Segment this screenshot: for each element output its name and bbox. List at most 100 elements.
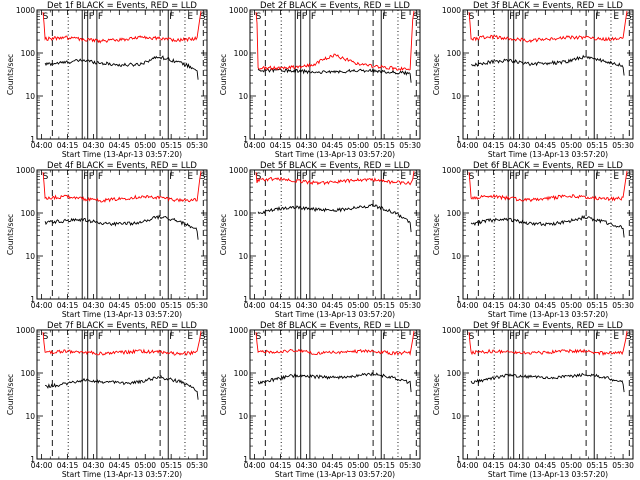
panel-title: Det 7f BLACK = Events, RED = LLD bbox=[47, 321, 197, 331]
y-tick-label: 100 bbox=[21, 49, 36, 58]
y-tick-label: 1000 bbox=[16, 6, 35, 15]
x-tick-label: 05:00 bbox=[560, 301, 582, 310]
series-events bbox=[257, 203, 412, 233]
x-tick-label: 04:45 bbox=[109, 301, 131, 310]
marker-s: S bbox=[256, 172, 262, 182]
panel-det-4: Det 4f BLACK = Events, RED = LLD 1 10 100 10… bbox=[6, 161, 208, 319]
marker-s: S bbox=[626, 172, 632, 182]
marker-e: E bbox=[187, 332, 193, 342]
marker-f: F bbox=[302, 172, 307, 182]
series-lld bbox=[468, 330, 628, 356]
x-tick-label: 05:15 bbox=[160, 141, 182, 150]
panel-title: Det 5f BLACK = Events, RED = LLD bbox=[260, 161, 410, 171]
marker-f: F bbox=[515, 332, 520, 342]
x-tick-label: 05:30 bbox=[612, 461, 634, 470]
marker-e: E bbox=[400, 332, 406, 342]
marker-f: F bbox=[509, 172, 514, 182]
x-tick-label: 04:15 bbox=[483, 301, 505, 310]
x-axis-title: Start Time (13-Apr-13 03:57:20) bbox=[488, 310, 608, 319]
marker-f: F bbox=[89, 332, 94, 342]
panel-det-3: Det 3f BLACK = Events, RED = LLD 1 10 100 10… bbox=[432, 1, 634, 159]
marker-f: F bbox=[98, 332, 103, 342]
panel-det-2: Det 2f BLACK = Events, RED = LLD 1 10 100 10… bbox=[219, 1, 421, 159]
y-axis-title: Counts/sec bbox=[432, 214, 441, 255]
x-tick-label: 05:30 bbox=[612, 301, 634, 310]
x-tick-label: 04:30 bbox=[83, 461, 105, 470]
marker-f: F bbox=[524, 172, 529, 182]
x-tick-label: 05:00 bbox=[347, 461, 369, 470]
y-tick-label: 1000 bbox=[229, 6, 248, 15]
x-tick-label: 04:45 bbox=[322, 461, 344, 470]
marker-e: E bbox=[400, 172, 406, 182]
panel-det-7: Det 7f BLACK = Events, RED = LLD 1 10 100 10… bbox=[6, 321, 208, 479]
series-events bbox=[257, 371, 412, 393]
plot-frame bbox=[249, 329, 421, 460]
marker-f: F bbox=[524, 332, 529, 342]
marker-f: F bbox=[89, 12, 94, 22]
y-tick-label: 1000 bbox=[442, 166, 461, 175]
series-events bbox=[44, 55, 199, 80]
x-tick-label: 04:15 bbox=[483, 461, 505, 470]
y-tick-label: 10 bbox=[238, 252, 248, 261]
marker-s: S bbox=[469, 172, 475, 182]
plot-frame bbox=[462, 9, 634, 140]
marker-f: F bbox=[382, 12, 387, 22]
marker-s: S bbox=[413, 12, 419, 22]
marker-f: F bbox=[595, 332, 600, 342]
x-tick-label: 05:30 bbox=[612, 141, 634, 150]
y-tick-label: 1000 bbox=[16, 166, 35, 175]
x-tick-label: 04:30 bbox=[83, 301, 105, 310]
marker-e: E bbox=[187, 12, 193, 22]
x-tick-label: 04:30 bbox=[296, 301, 318, 310]
x-tick-label: 05:30 bbox=[186, 141, 208, 150]
x-tick-label: 04:00 bbox=[31, 301, 53, 310]
y-tick-label: 100 bbox=[234, 209, 249, 218]
marker-s: S bbox=[413, 172, 419, 182]
marker-f: F bbox=[311, 12, 316, 22]
y-tick-label: 10 bbox=[451, 92, 461, 101]
y-tick-label: 100 bbox=[447, 369, 462, 378]
x-tick-label: 04:30 bbox=[509, 141, 531, 150]
marker-f: F bbox=[382, 172, 387, 182]
marker-f: F bbox=[302, 12, 307, 22]
y-axis-title: Counts/sec bbox=[219, 374, 228, 415]
x-tick-label: 04:00 bbox=[244, 141, 266, 150]
marker-f: F bbox=[169, 172, 174, 182]
y-tick-label: 1000 bbox=[442, 6, 461, 15]
marker-f: F bbox=[169, 332, 174, 342]
marker-f: F bbox=[83, 172, 88, 182]
x-tick-label: 04:00 bbox=[244, 301, 266, 310]
x-tick-label: 04:15 bbox=[270, 301, 292, 310]
x-tick-label: 04:30 bbox=[296, 141, 318, 150]
series-events bbox=[470, 214, 625, 238]
series-events bbox=[470, 372, 625, 393]
x-tick-label: 05:00 bbox=[134, 301, 156, 310]
y-tick-label: 100 bbox=[21, 209, 36, 218]
x-tick-label: 05:15 bbox=[586, 461, 608, 470]
x-axis-title: Start Time (13-Apr-13 03:57:20) bbox=[275, 470, 395, 479]
marker-f: F bbox=[382, 332, 387, 342]
panel-title: Det 6f BLACK = Events, RED = LLD bbox=[473, 161, 623, 171]
y-tick-label: 1 bbox=[243, 455, 248, 464]
series-lld bbox=[42, 170, 202, 203]
marker-f: F bbox=[595, 12, 600, 22]
marker-f: F bbox=[83, 332, 88, 342]
plot-frame bbox=[36, 329, 208, 460]
plot-frame bbox=[249, 169, 421, 300]
marker-s: S bbox=[200, 332, 206, 342]
x-tick-label: 04:45 bbox=[535, 301, 557, 310]
plot-frame bbox=[462, 169, 634, 300]
y-axis-title: Counts/sec bbox=[432, 374, 441, 415]
marker-f: F bbox=[524, 12, 529, 22]
y-axis-title: Counts/sec bbox=[219, 54, 228, 95]
x-tick-label: 04:00 bbox=[457, 301, 479, 310]
y-tick-label: 1000 bbox=[16, 326, 35, 335]
x-tick-label: 05:30 bbox=[399, 141, 421, 150]
y-tick-label: 1 bbox=[243, 135, 248, 144]
marker-s: S bbox=[200, 12, 206, 22]
x-tick-label: 04:30 bbox=[296, 461, 318, 470]
series-events bbox=[471, 54, 625, 76]
x-axis-title: Start Time (13-Apr-13 03:57:20) bbox=[488, 470, 608, 479]
y-tick-label: 10 bbox=[451, 412, 461, 421]
panel-title: Det 3f BLACK = Events, RED = LLD bbox=[473, 1, 623, 11]
